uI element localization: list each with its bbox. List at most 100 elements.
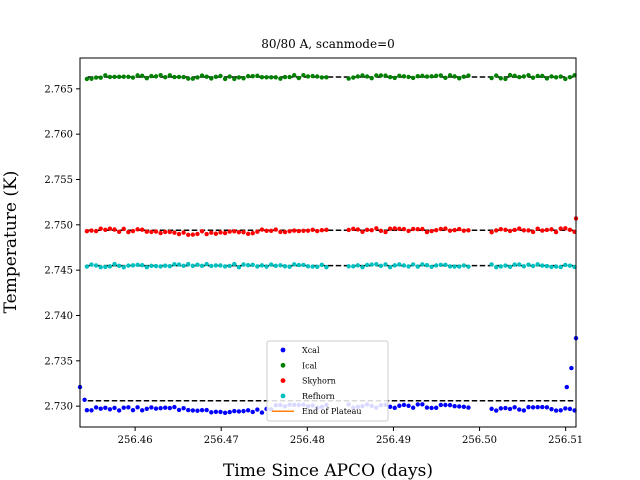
point-xcal xyxy=(98,406,103,411)
point-ical xyxy=(305,74,311,79)
point-xcal xyxy=(222,410,228,416)
point-xcal xyxy=(112,405,117,411)
point-xcal xyxy=(89,408,94,413)
point-refhorn xyxy=(498,264,504,269)
point-ical xyxy=(241,76,246,81)
point-xcal xyxy=(544,405,550,410)
point-refhorn xyxy=(255,264,260,269)
legend-marker-ical xyxy=(280,362,286,368)
point-refhorn xyxy=(512,262,517,267)
point-xcal xyxy=(397,403,402,408)
point-xcal xyxy=(401,402,407,408)
point-refhorn xyxy=(209,263,214,269)
point-refhorn xyxy=(466,264,471,269)
point-xcal xyxy=(549,406,554,412)
point-skyhorn xyxy=(521,228,527,233)
point-xcal xyxy=(530,405,536,410)
point-skyhorn xyxy=(116,229,122,234)
point-ical xyxy=(278,76,283,81)
point-skyhorn xyxy=(429,228,434,234)
point-xcal xyxy=(250,409,255,415)
point-refhorn xyxy=(315,264,320,269)
point-ical xyxy=(374,73,379,78)
point-refhorn xyxy=(130,263,136,268)
point-ical xyxy=(181,74,186,80)
point-xcal xyxy=(410,405,416,410)
point-skyhorn xyxy=(526,228,531,233)
y-tick-label: 2.740 xyxy=(44,311,73,322)
x-tick-label: 256.51 xyxy=(548,435,583,446)
point-xcal xyxy=(452,403,457,409)
point-ical xyxy=(98,75,103,80)
point-skyhorn xyxy=(517,226,522,231)
point-ical xyxy=(130,75,136,80)
point-ical xyxy=(107,74,113,80)
point-ical xyxy=(116,74,122,79)
point-skyhorn xyxy=(397,226,402,232)
point-ical xyxy=(135,73,140,78)
point-ical xyxy=(167,73,173,78)
point-ical xyxy=(227,74,232,79)
point-refhorn xyxy=(172,262,177,267)
point-skyhorn xyxy=(259,227,265,232)
point-xcal xyxy=(259,410,265,415)
point-refhorn xyxy=(245,262,251,268)
point-ical xyxy=(268,75,274,80)
point-ical xyxy=(397,73,402,79)
point-refhorn xyxy=(364,262,370,268)
legend-label: Skyhorn xyxy=(302,377,336,386)
point-refhorn xyxy=(319,262,325,268)
point-ical xyxy=(461,74,467,79)
point-skyhorn xyxy=(139,227,145,232)
point-ical xyxy=(149,73,154,79)
point-xcal xyxy=(564,384,569,390)
point-refhorn xyxy=(278,263,283,268)
point-skyhorn xyxy=(415,226,420,232)
point-xcal xyxy=(424,405,430,410)
point-refhorn xyxy=(410,262,416,267)
point-skyhorn xyxy=(103,227,108,232)
point-refhorn xyxy=(369,262,374,267)
point-ical xyxy=(282,74,288,80)
point-ical xyxy=(204,74,209,79)
point-ical xyxy=(466,73,471,78)
legend-label: Xcal xyxy=(302,346,320,355)
point-refhorn xyxy=(438,262,444,267)
point-xcal xyxy=(489,406,494,412)
point-refhorn xyxy=(213,263,219,268)
point-xcal xyxy=(153,406,159,411)
y-tick-label: 2.755 xyxy=(44,175,73,186)
point-xcal xyxy=(218,409,223,415)
point-xcal xyxy=(512,405,517,410)
point-skyhorn xyxy=(447,228,453,233)
y-tick-label: 2.760 xyxy=(44,130,73,141)
point-xcal xyxy=(255,407,260,412)
point-refhorn xyxy=(176,262,182,267)
point-skyhorn xyxy=(163,229,168,235)
point-skyhorn xyxy=(278,229,283,235)
point-refhorn xyxy=(447,264,453,269)
point-xcal xyxy=(563,406,568,411)
point-refhorn xyxy=(517,262,522,267)
point-skyhorn xyxy=(176,231,182,237)
point-ical xyxy=(292,73,297,78)
y-tick-label: 2.765 xyxy=(44,84,73,95)
point-xcal xyxy=(494,408,499,413)
point-refhorn xyxy=(227,263,232,269)
point-ical xyxy=(378,73,384,78)
point-refhorn xyxy=(360,265,365,270)
point-refhorn xyxy=(190,263,196,269)
point-ical xyxy=(553,75,559,80)
point-refhorn xyxy=(296,262,302,268)
point-refhorn xyxy=(452,264,457,269)
point-xcal xyxy=(82,397,87,403)
point-refhorn xyxy=(549,264,554,270)
point-skyhorn xyxy=(452,227,457,233)
point-skyhorn xyxy=(292,228,297,233)
point-skyhorn xyxy=(315,228,320,234)
point-skyhorn xyxy=(126,229,131,235)
point-refhorn xyxy=(181,263,186,269)
point-ical xyxy=(310,73,315,79)
point-ical xyxy=(89,76,94,81)
